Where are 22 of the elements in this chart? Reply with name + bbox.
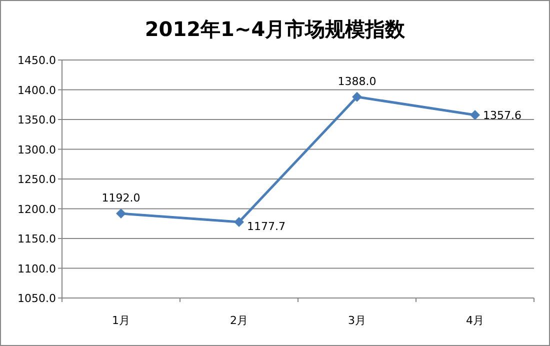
y-tick-label: 1400.0 — [18, 84, 56, 97]
y-tick-label: 1300.0 — [18, 143, 56, 156]
point — [116, 208, 126, 219]
data-label: 1177.7 — [247, 220, 286, 234]
point — [352, 92, 362, 102]
y-tick-label: 1350.0 — [18, 114, 56, 126]
x-tick-label: 4月 — [466, 314, 484, 327]
y-tick-label: 1250.0 — [18, 173, 56, 186]
point — [470, 110, 480, 120]
x-tick-label: 2月 — [230, 314, 248, 327]
chart-title: 2012年1~4月市场规模指数 — [144, 17, 406, 41]
data-label: 1357.6 — [483, 108, 522, 122]
y-tick-label: 1100.0 — [18, 262, 56, 276]
y-tick-label: 1200.0 — [18, 202, 56, 216]
data-label: 1388.0 — [338, 74, 376, 88]
x-tick-label: 1月 — [112, 314, 130, 327]
data-label: 1192.0 — [102, 192, 140, 205]
x-tick-label: 3月 — [348, 314, 366, 327]
y-tick-label: 1150.0 — [18, 232, 56, 246]
point — [234, 217, 244, 228]
y-tick-label: 1450.0 — [18, 54, 56, 67]
y-tick-label: 1050.0 — [18, 292, 56, 305]
